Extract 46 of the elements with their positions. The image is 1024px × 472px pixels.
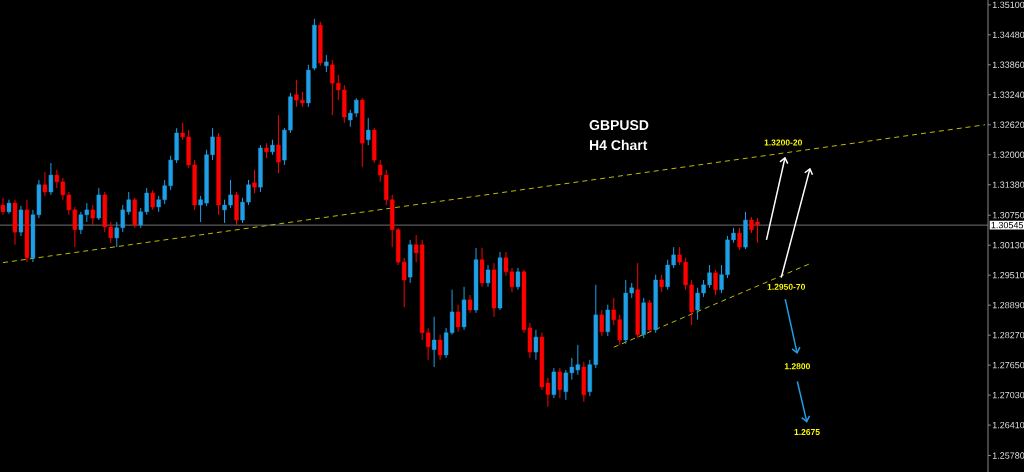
- y-tick-label: 1.27650: [992, 361, 1024, 369]
- candlestick: [42, 171, 48, 197]
- text: GBPUSD: [589, 120, 649, 131]
- candlestick: [713, 269, 718, 296]
- candlestick: [437, 334, 443, 361]
- candlestick: [252, 169, 257, 194]
- y-tick-label: 1.25780: [992, 452, 1024, 459]
- candlestick: [485, 264, 491, 288]
- y-tick-label: 1.35100: [992, 1, 1024, 9]
- candlestick: [479, 247, 485, 288]
- y-tick-label: 1.32000: [992, 151, 1024, 158]
- candlestick: [533, 329, 539, 361]
- y-tick-label: 1.30130: [992, 242, 1024, 249]
- candlestick: [431, 316, 437, 368]
- y-tick-label: 1.29510: [992, 271, 1024, 279]
- annotation: 1.2675: [794, 429, 820, 436]
- y-tick-label: 1.32620: [992, 121, 1024, 128]
- candlestick: [48, 162, 54, 196]
- candlestick: [551, 367, 557, 399]
- text: H4 Chart: [589, 139, 648, 151]
- candlestick: [18, 205, 24, 237]
- y-tick-label: 1.28270: [992, 331, 1024, 339]
- y-tick-label: 1.28890: [992, 301, 1024, 309]
- candlestick: [605, 304, 610, 337]
- candlestick: [737, 227, 742, 251]
- y-tick-label: 1.27030: [992, 391, 1024, 399]
- y-tick-label: 1.30750: [992, 212, 1024, 219]
- annotation: 1.2950-70: [767, 283, 805, 290]
- candlestick: [276, 114, 281, 174]
- candlestick: [515, 267, 521, 291]
- ref-line-label: 1.30545: [991, 221, 1024, 229]
- y-tick-label: 1.33860: [992, 61, 1024, 68]
- annotation: 1.3200-20: [764, 139, 803, 146]
- y-tick-label: 1.34480: [992, 31, 1024, 39]
- candlestick: [557, 367, 563, 399]
- candlestick: [90, 204, 95, 226]
- annotation: 1.2800: [784, 363, 810, 370]
- y-tick-label: 1.33240: [992, 91, 1024, 98]
- candlestick: [455, 304, 461, 333]
- candlestick: [150, 189, 155, 211]
- candlestick: [96, 187, 101, 221]
- candlestick: [599, 309, 604, 337]
- y-tick-label: 1.31380: [992, 181, 1024, 188]
- candlestick: [366, 117, 371, 146]
- y-tick-label: 1.26410: [992, 421, 1024, 429]
- candlestick: [0, 197, 6, 216]
